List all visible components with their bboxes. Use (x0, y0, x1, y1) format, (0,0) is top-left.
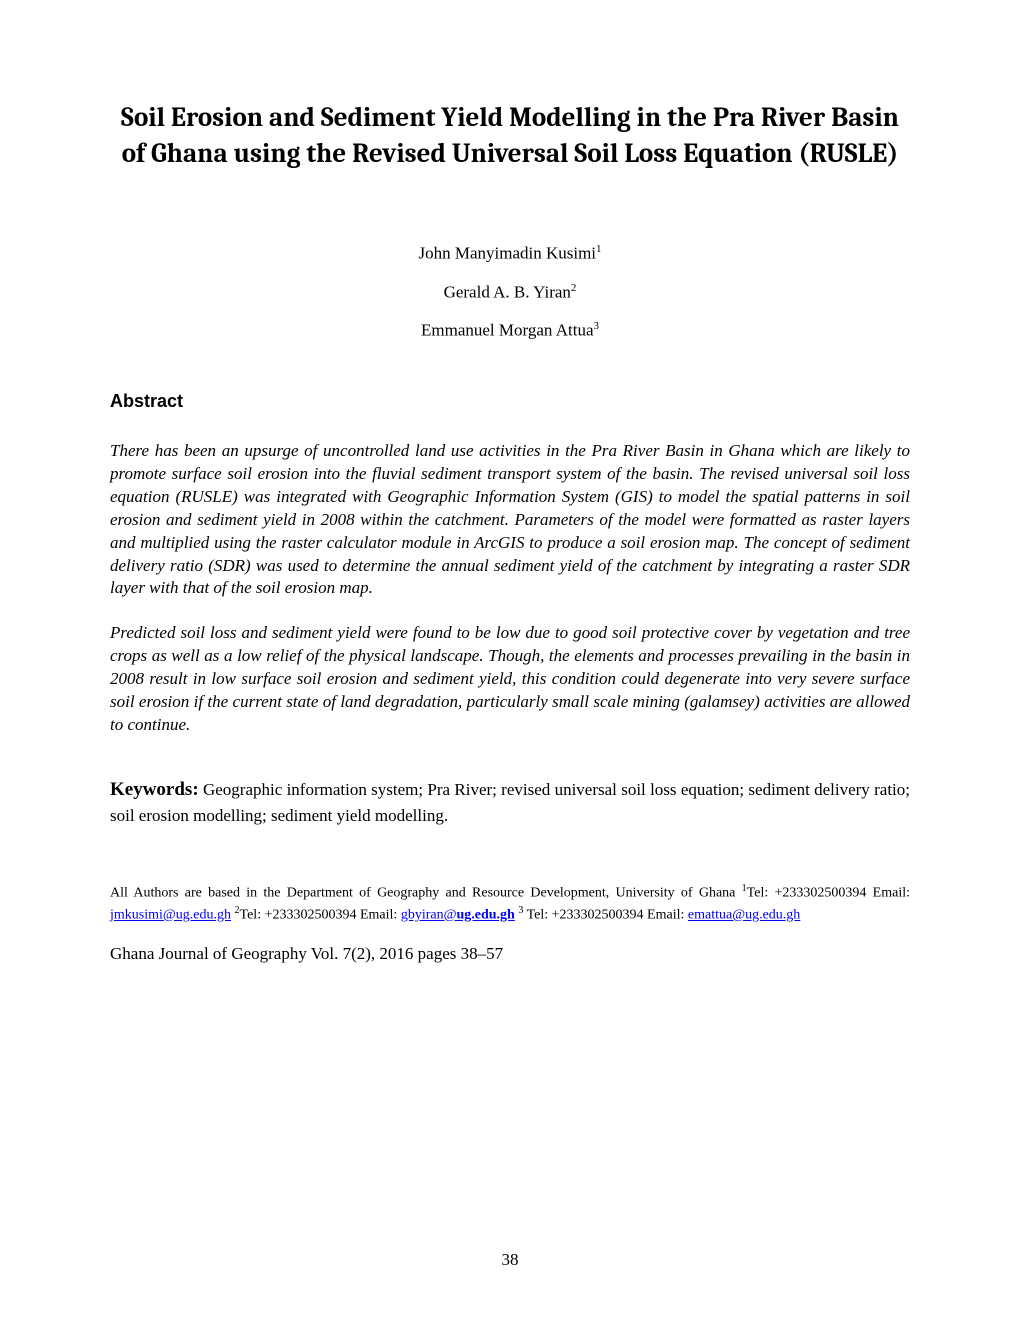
author-2-sup: 2 (571, 282, 577, 294)
abstract-heading: Abstract (110, 391, 910, 412)
authors-block: John Manyimadin Kusimi1 Gerald A. B. Yir… (110, 243, 910, 341)
author-2-name: Gerald A. B. Yiran (444, 282, 571, 301)
footnote-email-2b: ug.edu.gh (456, 908, 514, 923)
author-1-name: John Manyimadin Kusimi (418, 244, 596, 263)
footnote-affiliation: All Authors are based in the Department … (110, 886, 742, 901)
footnote-email-1-link[interactable]: jmkusimi@ug.edu.gh (110, 908, 231, 923)
keywords: Keywords: Geographic information system;… (110, 777, 910, 827)
author-3: Emmanuel Morgan Attua3 (110, 320, 910, 341)
page-number: 38 (0, 1250, 1020, 1270)
keywords-text: Geographic information system; Pra River… (110, 780, 910, 825)
author-1-sup: 1 (596, 243, 602, 255)
author-footnote: All Authors are based in the Department … (110, 882, 910, 925)
journal-citation: Ghana Journal of Geography Vol. 7(2), 20… (110, 944, 910, 964)
footnote-email-3-link[interactable]: emattua@ug.edu.gh (688, 908, 800, 923)
author-1: John Manyimadin Kusimi1 (110, 243, 910, 264)
author-3-name: Emmanuel Morgan Attua (421, 321, 594, 340)
footnote-tel-1: Tel: +233302500394 Email: (747, 886, 910, 901)
author-2: Gerald A. B. Yiran2 (110, 282, 910, 303)
keywords-label: Keywords: (110, 779, 199, 800)
footnote-tel-2: Tel: +233302500394 Email: (240, 908, 401, 923)
paper-title: Soil Erosion and Sediment Yield Modellin… (110, 100, 910, 173)
footnote-email-2a: gbyiran@ (401, 908, 457, 923)
footnote-tel-3: Tel: +233302500394 Email: (523, 908, 688, 923)
footnote-email-2-link[interactable]: gbyiran@ug.edu.gh (401, 908, 515, 923)
abstract-paragraph-2: Predicted soil loss and sediment yield w… (110, 622, 910, 737)
abstract-paragraph-1: There has been an upsurge of uncontrolle… (110, 440, 910, 601)
author-3-sup: 3 (594, 320, 600, 332)
